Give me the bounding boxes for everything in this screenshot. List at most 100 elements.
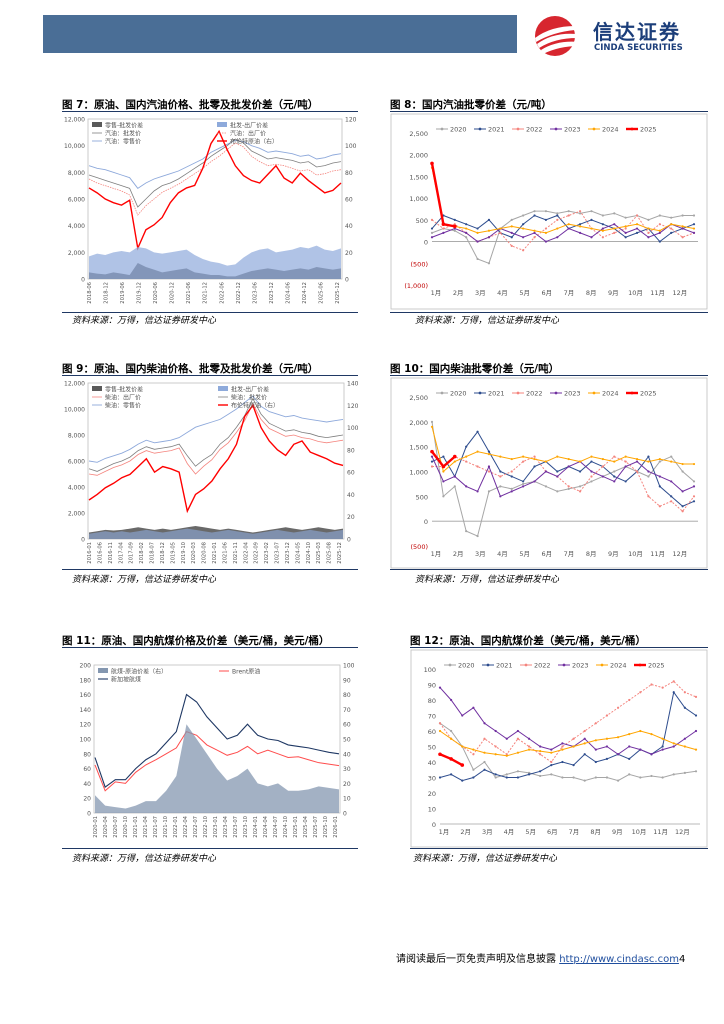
figure-12-source: 资料来源：万得，信达证券研发中心 [413,854,558,864]
f10-point-2023 [658,475,661,478]
f12-point-2023 [483,722,486,725]
f8-point-2021 [578,223,582,226]
f7-xtick-label: 2021-12 [203,282,209,304]
f7-line-brent [88,129,342,251]
f12-point-2023 [628,745,631,748]
f9-ytick-left-label: 6,000 [68,459,85,466]
f8-point-2021 [624,236,627,239]
f9-legend-label: 柴油：零售价 [105,402,141,410]
f8-legend-marker [516,127,520,131]
f12-ytick-label: 40 [428,759,436,767]
header-band [43,15,517,53]
figure-8-source: 资料来源：万得，信达证券研发中心 [415,316,560,326]
f9-legend-swatch [92,386,102,391]
f9-legend-label: 柴油：出厂价 [105,394,141,402]
f9-xtick-label: 2021-01 [212,542,218,564]
f11-ytick-left-label: 100 [80,737,92,744]
f12-point-2021 [527,773,531,776]
figure-11-bottom-rule [62,848,358,849]
f8-point-2021 [476,227,479,230]
f9-xtick-label: 2025-03 [316,542,322,564]
f8-point-2021 [556,214,559,217]
f12-point-2024 [683,745,686,748]
f10-legend-label: 2023 [564,390,581,398]
f10-point-2022 [522,460,525,463]
f8-point-2020 [578,212,582,215]
f9-xtick-label: 2020-08 [202,542,208,564]
f10-point-2024 [476,450,479,453]
f11-xtick-label: 2021-01 [133,816,139,838]
f9-xtick-label: 2018-07 [150,542,156,564]
f12-point-2021 [661,745,664,748]
f9-xtick-label: 2021-06 [222,542,228,564]
f10-xtick-label: 9月 [608,550,619,558]
f10-point-2023 [499,495,502,498]
f8-point-2021 [590,218,593,221]
f10-point-2021 [578,470,582,473]
f10-point-2020 [692,480,696,483]
footer-website-link[interactable]: http://www.cindasc.com [559,954,679,965]
f10-xtick-label: 12月 [672,550,687,558]
f8-point-2023 [601,227,604,230]
f10-point-2024 [487,453,491,456]
f8-xtick-label: 10月 [628,289,643,297]
f10-legend-marker [630,391,634,395]
f12-point-2021 [461,779,464,782]
f11-ytick-left-label: 160 [80,692,92,699]
f8-point-2020 [613,212,616,215]
f10-point-2020 [647,475,650,478]
f12-point-2025 [460,763,465,767]
f10-point-2024 [670,460,673,463]
f11-ytick-right-label: 40 [343,751,351,758]
f10-point-2023 [590,470,593,473]
f12-ytick-label: 50 [428,744,436,752]
f8-point-2024 [658,229,661,232]
logo-text-cn: 信达证券 [593,20,681,44]
f10-point-2024 [533,457,536,461]
f12-point-2024 [672,742,675,745]
f11-ytick-left-label: 140 [80,707,92,714]
f11-line-brent [94,730,340,792]
f12-point-2023 [505,737,508,740]
f8-point-2023 [522,236,525,239]
f7-xtick-label: 2018-12 [104,282,110,304]
figure-11-top-rule [62,647,358,648]
f11-xtick-label: 2025-04 [303,815,309,837]
f10-point-2020 [590,480,593,483]
f12-point-2022 [494,745,497,748]
f8-point-2021 [658,240,661,243]
f10-xtick-label: 1月 [431,550,442,558]
f7-ytick-left-label: 10,000 [64,143,85,150]
f10-point-2021 [556,470,559,473]
f10-legend-marker [592,391,596,395]
f8-point-2020 [692,214,696,217]
f11-area-spread [95,724,339,813]
f10-point-2023 [465,485,468,488]
f12-legend-marker [562,663,566,667]
f9-xtick-label: 2018-12 [160,542,166,564]
f9-xtick-label: 2023-07 [275,542,281,564]
f11-line-jet [94,693,340,788]
f10-xtick-label: 6月 [542,550,553,558]
f9-ytick-right-label: 100 [347,425,358,432]
f11-ytick-right-label: 70 [343,707,351,714]
f10-series-2022 [432,455,695,512]
f8-point-2024 [590,227,593,230]
f8-series-2021 [431,214,695,243]
figure-8-chart: (1,000) (500) 0 500 1,000 1,500 2,000 2,500 1月 2月… [390,113,708,310]
f12-point-2024 [594,739,597,742]
figure-11-title: 图 11：原油、国内航煤价格及价差（美元/桶，美元/桶） [62,635,330,647]
f12-point-2020 [527,771,531,774]
f12-point-2024 [550,751,553,754]
f12-point-2023 [594,748,597,751]
f7-legend-label: 批发-出厂价差 [230,122,268,130]
f12-point-2022 [539,753,542,756]
f8-point-2024 [670,223,673,226]
f8-point-2023 [533,231,536,234]
f12-point-2024 [461,745,464,748]
f7-ytick-left-label: 2,000 [68,250,85,257]
f10-point-2020 [578,485,582,488]
f10-xtick-label: 7月 [564,550,575,558]
f12-point-2020 [494,776,497,779]
f12-point-2020 [583,779,586,782]
